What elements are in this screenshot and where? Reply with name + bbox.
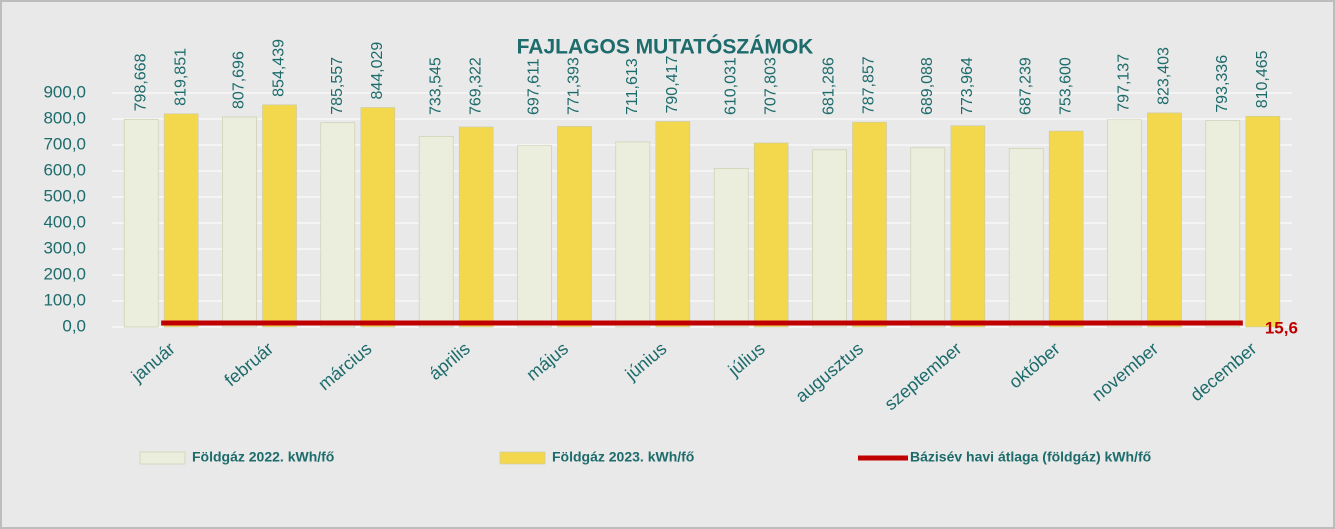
y-tick-label: 400,0 <box>43 212 86 231</box>
y-tick-label: 900,0 <box>43 82 86 101</box>
data-label: 844,029 <box>369 42 386 100</box>
bar <box>1008 148 1044 328</box>
data-label: 787,857 <box>861 56 878 114</box>
bar <box>517 145 552 328</box>
data-label: 793,336 <box>1214 55 1231 113</box>
data-label: 854,439 <box>271 39 288 97</box>
bar <box>458 126 494 328</box>
bar <box>557 126 592 328</box>
bar <box>713 168 749 328</box>
data-label: 733,545 <box>427 57 444 115</box>
chart-title: FAJLAGOS MUTATÓSZÁMOK <box>517 35 814 59</box>
data-label: 769,322 <box>467 57 484 115</box>
data-label: 807,696 <box>231 51 248 109</box>
bar <box>418 135 454 328</box>
data-label: 823,403 <box>1156 47 1173 105</box>
bar <box>655 121 691 328</box>
bar <box>1245 115 1281 328</box>
bar <box>360 107 396 328</box>
bar <box>950 125 986 328</box>
data-label: 771,393 <box>566 57 583 115</box>
bar <box>163 113 199 328</box>
data-label: 711,613 <box>624 58 641 115</box>
data-label: 753,600 <box>1057 57 1074 115</box>
y-tick-label: 200,0 <box>43 264 86 283</box>
bar <box>1205 120 1241 328</box>
data-label: 689,088 <box>919 57 936 115</box>
y-tick-label: 600,0 <box>43 160 86 179</box>
data-label: 810,465 <box>1254 50 1271 108</box>
data-label: 798,668 <box>132 53 149 111</box>
data-label: 697,611 <box>526 58 543 115</box>
bar <box>753 142 789 328</box>
y-tick-label: 300,0 <box>43 238 86 257</box>
bar <box>1107 119 1142 328</box>
data-label: 819,851 <box>172 48 189 106</box>
data-label: 681,286 <box>821 57 838 115</box>
bar <box>812 149 847 328</box>
legend-label: Földgáz 2022. kWh/fő <box>192 449 334 465</box>
y-tick-label: 500,0 <box>43 186 86 205</box>
data-label: 687,239 <box>1017 57 1034 115</box>
data-label: 15,6 <box>1265 318 1298 337</box>
data-label: 790,417 <box>664 56 681 114</box>
bar <box>1147 112 1182 328</box>
y-tick-label: 100,0 <box>43 290 86 309</box>
y-tick-label: 0,0 <box>62 316 86 335</box>
bar <box>910 147 946 328</box>
bar <box>222 116 257 328</box>
y-tick-label: 800,0 <box>43 108 86 127</box>
legend-label: Bázisév havi átlaga (földgáz) kWh/fő <box>910 449 1151 465</box>
data-label: 707,803 <box>762 57 779 115</box>
data-label: 785,557 <box>329 57 346 115</box>
legend-swatch <box>139 451 186 465</box>
data-label: 797,137 <box>1116 54 1133 112</box>
y-tick-label: 700,0 <box>43 134 86 153</box>
bar <box>615 141 651 328</box>
bar <box>852 121 887 328</box>
data-label: 610,031 <box>722 57 739 115</box>
legend-swatch <box>499 451 546 465</box>
bar <box>320 122 356 328</box>
bar <box>123 119 159 328</box>
bar <box>262 104 297 328</box>
data-label: 773,964 <box>959 57 976 115</box>
legend-label: Földgáz 2023. kWh/fő <box>552 449 694 465</box>
bar <box>1048 130 1084 328</box>
